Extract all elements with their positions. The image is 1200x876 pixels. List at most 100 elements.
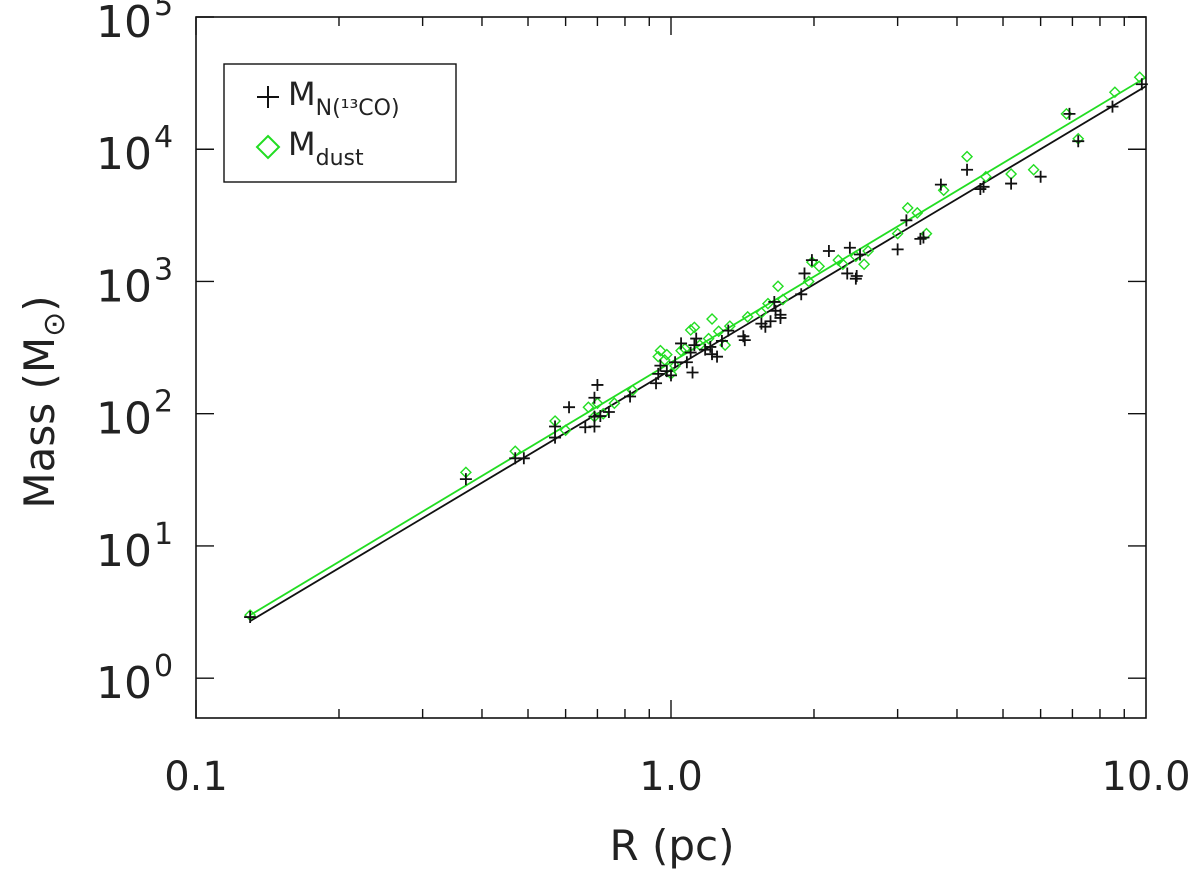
x-tick-label: 10.0 [1101, 754, 1190, 800]
legend-label-n13co-sub: N(¹³CO) [316, 96, 400, 121]
n13co-point [843, 241, 856, 254]
dust-point [776, 293, 789, 306]
dust-point [688, 321, 701, 334]
dust-point [654, 344, 667, 357]
y-tick-label: 10 [96, 0, 152, 48]
legend-label-dust-main: M [288, 125, 316, 163]
dust-point [772, 280, 785, 293]
dust-point [626, 384, 639, 397]
x-tick-label: 0.1 [164, 754, 228, 800]
dust-point [660, 348, 673, 361]
y-axis-label-main: Mass (M [15, 337, 64, 509]
n13co-point [1106, 100, 1119, 113]
legend-label-n13co-main: M [288, 75, 316, 113]
y-axis-label: Mass (M⊙) [15, 295, 72, 508]
n13co-point [652, 367, 665, 380]
dust-point [669, 359, 682, 372]
n13co-point [1034, 170, 1047, 183]
dust-point [979, 170, 992, 183]
n13co-point [1072, 135, 1085, 148]
y-tick-label: 10 [96, 261, 152, 312]
n13co-point [624, 390, 637, 403]
n13co-point [764, 315, 777, 328]
dust-point [802, 275, 815, 288]
fit-line-n13co [249, 85, 1147, 622]
dust-point [706, 313, 719, 326]
dust-point [858, 258, 871, 271]
plot-frame [195, 16, 1147, 719]
y-tick-label: 10 [96, 129, 152, 180]
n13co-point [650, 377, 663, 390]
y-tick-label: 10 [96, 658, 152, 709]
n13co-point [563, 401, 576, 414]
y-axis-label-close: ) [15, 295, 64, 311]
dust-point [836, 258, 849, 271]
n13co-point [684, 346, 697, 359]
n13co-point [665, 369, 677, 382]
y-tick-exponent: 5 [154, 0, 173, 23]
dust-point [702, 332, 715, 345]
n13co-point [715, 334, 728, 347]
legend-entry-dust: Mdust [255, 125, 364, 171]
n13co-point [768, 295, 781, 308]
n13co-point [686, 366, 699, 379]
n13co-point [805, 254, 818, 267]
n13co-point [654, 359, 667, 372]
dust-point [813, 260, 826, 273]
n13co-point [690, 332, 703, 345]
n13co-point [795, 288, 808, 301]
n13co-point [1005, 177, 1018, 190]
n13co-point [759, 320, 772, 333]
n13co-point [591, 378, 604, 391]
dust-point [961, 150, 974, 163]
legend-diamond-marker [255, 134, 281, 160]
n13co-point [854, 248, 867, 261]
legend-plus-marker [257, 86, 279, 108]
n13co-point [669, 356, 682, 369]
n13co-point [841, 267, 854, 280]
dust-point [582, 401, 595, 414]
n13co-point [917, 231, 930, 244]
fit-line-dust [249, 76, 1147, 616]
n13co-point [738, 334, 751, 347]
n13co-point [688, 339, 701, 352]
n13co-point [850, 270, 863, 283]
data-markers [244, 71, 1148, 624]
n13co-point [914, 232, 927, 245]
dust-point [684, 323, 697, 336]
n13co-point [706, 348, 719, 361]
n13co-point [704, 340, 717, 353]
y-tick-exponent: 4 [154, 120, 173, 155]
n13co-point [517, 452, 530, 465]
n13co-point [961, 163, 974, 176]
x-axis-label: R (pc) [609, 821, 734, 870]
n13co-point [699, 343, 712, 356]
y-tick-label: 10 [96, 394, 152, 445]
n13co-point [602, 406, 615, 419]
dust-point [911, 206, 924, 219]
dust-point [741, 310, 754, 323]
dust-point [891, 227, 904, 240]
n13co-point [459, 473, 472, 486]
legend-label-n13co: MN(¹³CO) [288, 75, 400, 121]
y-tick-exponent: 2 [154, 385, 173, 420]
dust-point [1108, 86, 1121, 99]
n13co-point [891, 243, 904, 256]
n13co-point [774, 311, 787, 324]
legend-entry-n13co: MN(¹³CO) [257, 75, 400, 121]
n13co-point [244, 611, 257, 624]
n13co-point [977, 180, 990, 193]
legend-label-dust-sub: dust [316, 146, 364, 171]
x-tick-label: 1.0 [639, 754, 703, 800]
n13co-point [722, 324, 735, 337]
y-tick-exponent: 0 [154, 649, 173, 684]
y-axis-label-sub: ⊙ [37, 312, 72, 337]
y-tick-exponent: 1 [154, 517, 173, 552]
n13co-point [900, 214, 913, 227]
dust-point [675, 344, 688, 357]
dust-point [712, 325, 725, 338]
fit-lines [249, 76, 1147, 622]
n13co-point [822, 245, 835, 258]
